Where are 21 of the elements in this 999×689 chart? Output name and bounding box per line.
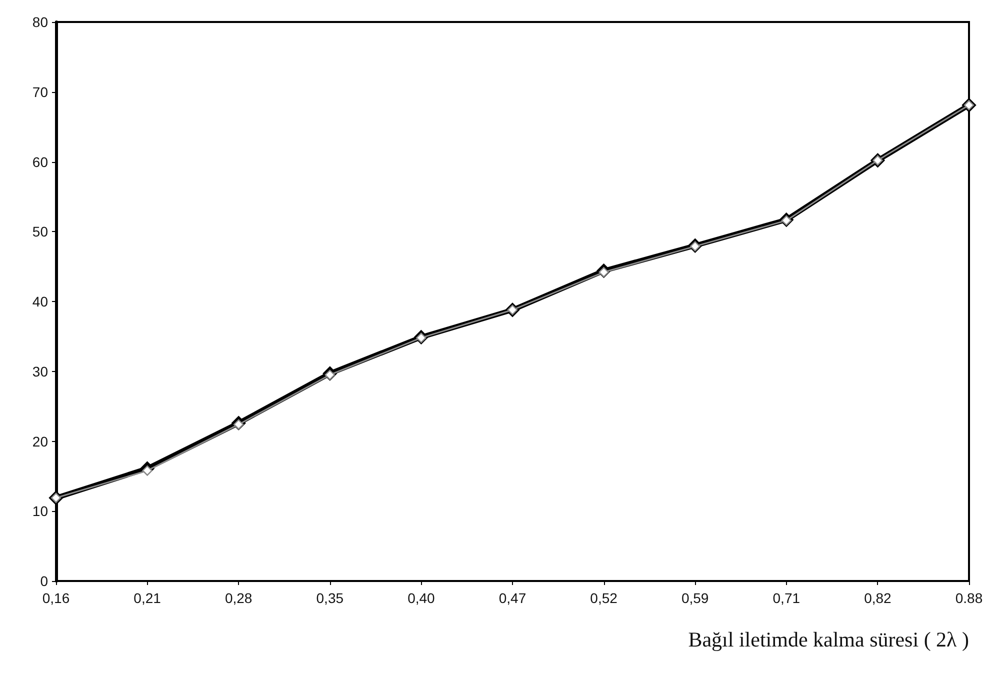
x-tick-label: 0,71: [772, 590, 800, 606]
x-tick-label: 0,47: [498, 590, 526, 606]
x-tick-label: 0,40: [408, 590, 436, 606]
x-tick-label: 0,35: [316, 590, 344, 606]
x-axis-title: Bağıl iletimde kalma süresi ( 2λ ): [688, 628, 969, 652]
y-tick-label: 80: [32, 14, 48, 30]
y-tick-label: 50: [32, 224, 48, 240]
y-tick-label: 0: [40, 573, 48, 589]
x-tick-label: 0,21: [134, 590, 162, 606]
x-tick-label: 0,82: [864, 590, 892, 606]
y-tick-label: 10: [32, 503, 48, 520]
x-tick-label: 0.88: [955, 590, 983, 606]
y-tick-label: 30: [32, 363, 48, 380]
y-tick-label: 20: [32, 433, 48, 450]
y-tick-label: 40: [32, 294, 48, 310]
x-tick-label: 0,16: [42, 590, 70, 606]
y-tick-label: 60: [32, 154, 48, 170]
x-tick-label: 0,28: [224, 590, 252, 606]
y-tick-label: 70: [32, 84, 48, 100]
x-tick-label: 0,52: [590, 590, 618, 606]
x-tick-label: 0,59: [681, 590, 709, 606]
